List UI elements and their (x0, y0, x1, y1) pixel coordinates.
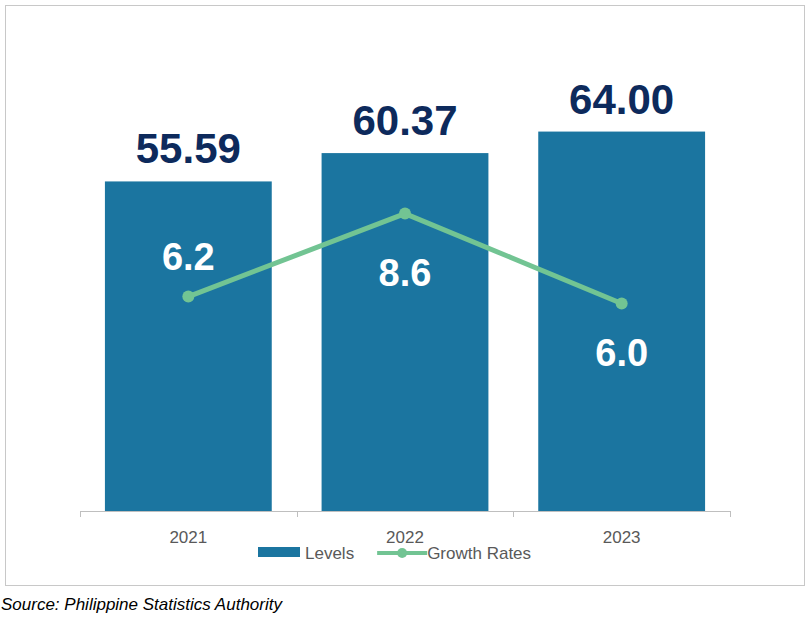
x-tick-label: 2023 (603, 528, 641, 547)
line-data-label: 6.0 (595, 332, 648, 374)
bar-data-label: 55.59 (136, 125, 241, 172)
legend: Levels Growth Rates (258, 544, 531, 563)
line-marker (182, 291, 194, 303)
x-tick (297, 511, 298, 517)
bar-data-label: 64.00 (569, 76, 674, 123)
line-marker (616, 298, 628, 310)
chart: 2021 2022 2023 55.59 60.37 64.00 6.2 8.6 6.0 Leve… (0, 0, 810, 622)
chart-frame (6, 6, 805, 586)
x-tick (730, 511, 731, 517)
line-data-label: 6.2 (162, 236, 215, 278)
x-axis-line (80, 511, 730, 512)
x-tick (80, 511, 81, 517)
x-tick (513, 511, 514, 517)
line-marker (399, 208, 411, 220)
legend-label: Levels (305, 544, 354, 563)
x-tick-label: 2022 (386, 528, 424, 547)
legend-marker (397, 548, 407, 558)
legend-swatch (258, 547, 300, 557)
x-tick-label: 2021 (169, 528, 207, 547)
line-data-label: 8.6 (379, 252, 432, 294)
legend-label: Growth Rates (427, 544, 531, 563)
plot-marks (105, 132, 705, 511)
bar (538, 132, 705, 511)
bar (322, 153, 489, 511)
line (188, 214, 621, 304)
source-note: Source: Philippine Statistics Authority (1, 595, 283, 614)
bar-data-label: 60.37 (352, 97, 457, 144)
bar (105, 181, 272, 511)
